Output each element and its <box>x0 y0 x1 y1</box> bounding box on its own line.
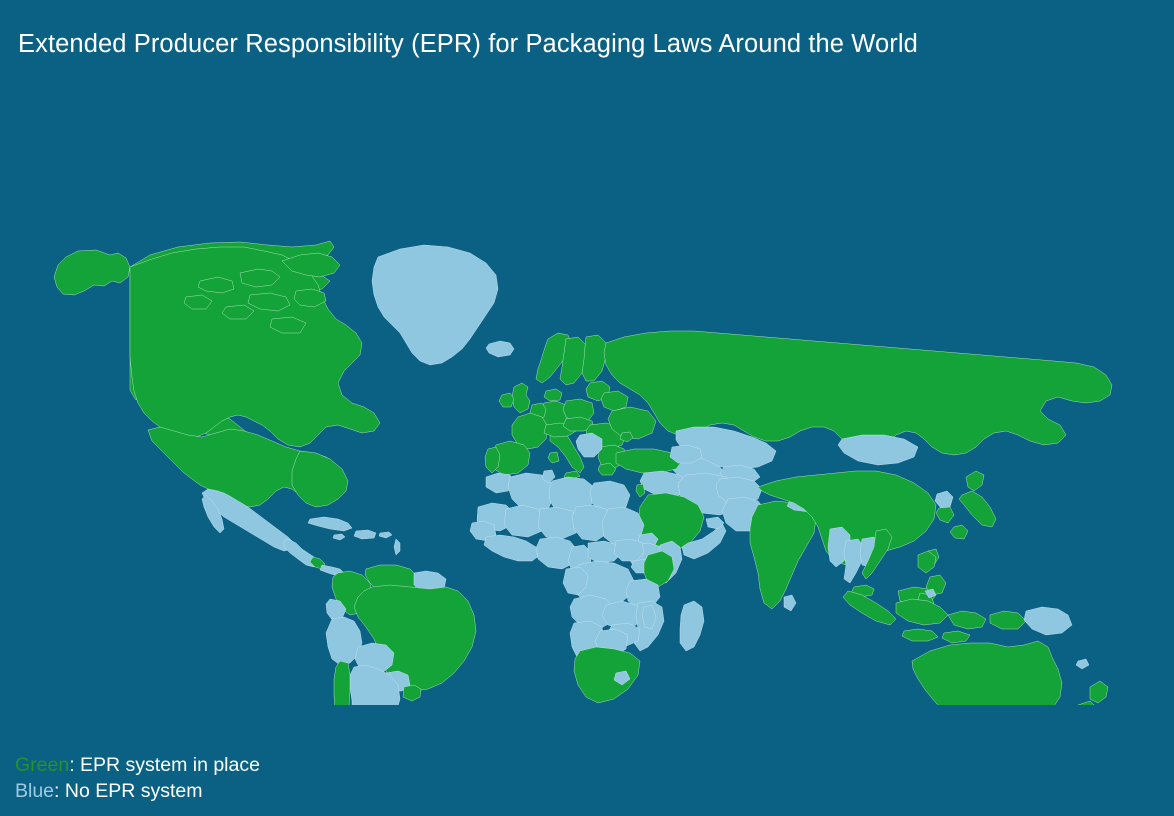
country-south-sudan <box>614 539 644 561</box>
country-peru <box>326 617 362 665</box>
country-australia <box>912 641 1062 705</box>
country-uruguay <box>403 685 421 701</box>
country-south-africa <box>574 647 640 703</box>
country-sri-lanka <box>784 595 796 611</box>
country-yemen-oman <box>682 523 726 559</box>
country-brunei <box>925 589 936 598</box>
country-iceland <box>486 341 514 357</box>
country-sicily-sardinia <box>548 452 580 479</box>
country-china <box>758 471 936 565</box>
country-tunisia <box>542 470 555 483</box>
country-cuba <box>308 517 352 531</box>
country-chile <box>334 661 350 705</box>
country-nigeria <box>536 537 578 569</box>
country-lesotho <box>614 671 630 685</box>
country-niger <box>538 507 580 539</box>
country-uae-qatar <box>706 517 724 529</box>
page-title: Extended Producer Responsibility (EPR) f… <box>18 30 918 58</box>
country-georgia-armenia-azerbaijan <box>670 445 702 463</box>
country-central-america <box>284 539 318 567</box>
country-papua-new-guinea <box>1024 607 1072 635</box>
country-kenya <box>644 551 674 587</box>
country-puerto-rico <box>379 532 392 538</box>
country-new-caledonia <box>1076 659 1089 669</box>
country-balkans <box>576 433 602 457</box>
country-malawi <box>642 605 656 629</box>
country-zambia <box>602 601 642 629</box>
country-finland <box>582 335 606 381</box>
country-new-zealand <box>1073 681 1108 705</box>
country-us-east-coast <box>292 451 348 507</box>
country-portugal <box>485 447 500 473</box>
legend-key-green: Green <box>15 754 70 776</box>
country-greece-south <box>598 463 616 475</box>
legend-separator-green: : <box>69 754 81 776</box>
country-united-kingdom <box>512 383 530 413</box>
country-north-korea <box>935 491 953 508</box>
country-france <box>512 413 548 449</box>
country-turkey <box>616 449 682 473</box>
legend-desc-blue: No EPR system <box>64 780 203 802</box>
country-south-korea <box>936 507 954 523</box>
country-west-africa-coast <box>484 535 540 561</box>
country-chad <box>572 505 612 541</box>
legend-key-blue: Blue <box>15 780 55 802</box>
world-map-container <box>0 95 1174 705</box>
country-ukraine <box>608 407 656 439</box>
country-denmark <box>544 389 562 401</box>
legend-desc-green: EPR system in place <box>80 754 260 776</box>
country-israel <box>636 484 645 497</box>
country-gabon-congo <box>563 567 588 595</box>
country-hispaniola <box>354 530 376 539</box>
country-moldova <box>620 432 633 442</box>
country-belarus <box>601 391 628 411</box>
world-map <box>0 95 1174 705</box>
country-sweden <box>560 337 586 385</box>
country-mongolia <box>838 435 918 465</box>
country-vietnam <box>862 529 892 579</box>
country-norway <box>536 333 572 383</box>
country-argentina <box>348 665 400 705</box>
country-canada-arctic-islands <box>184 253 340 333</box>
country-india <box>750 501 816 609</box>
country-lesser-antilles <box>394 539 400 555</box>
legend-item-green: Green: EPR system in place <box>15 752 715 778</box>
country-jamaica <box>333 534 345 540</box>
country-ireland <box>499 393 514 407</box>
legend-item-blue: Blue: No EPR system <box>15 778 715 804</box>
legend: Green: EPR system in place Blue: No EPR … <box>15 752 715 804</box>
country-japan <box>950 471 996 539</box>
country-thailand <box>844 539 864 583</box>
country-indonesia <box>843 591 1026 643</box>
legend-separator-blue: : <box>54 780 65 802</box>
country-madagascar <box>680 601 704 651</box>
country-baja-california <box>202 495 224 533</box>
country-alaska <box>54 250 130 295</box>
country-greenland <box>372 245 498 365</box>
